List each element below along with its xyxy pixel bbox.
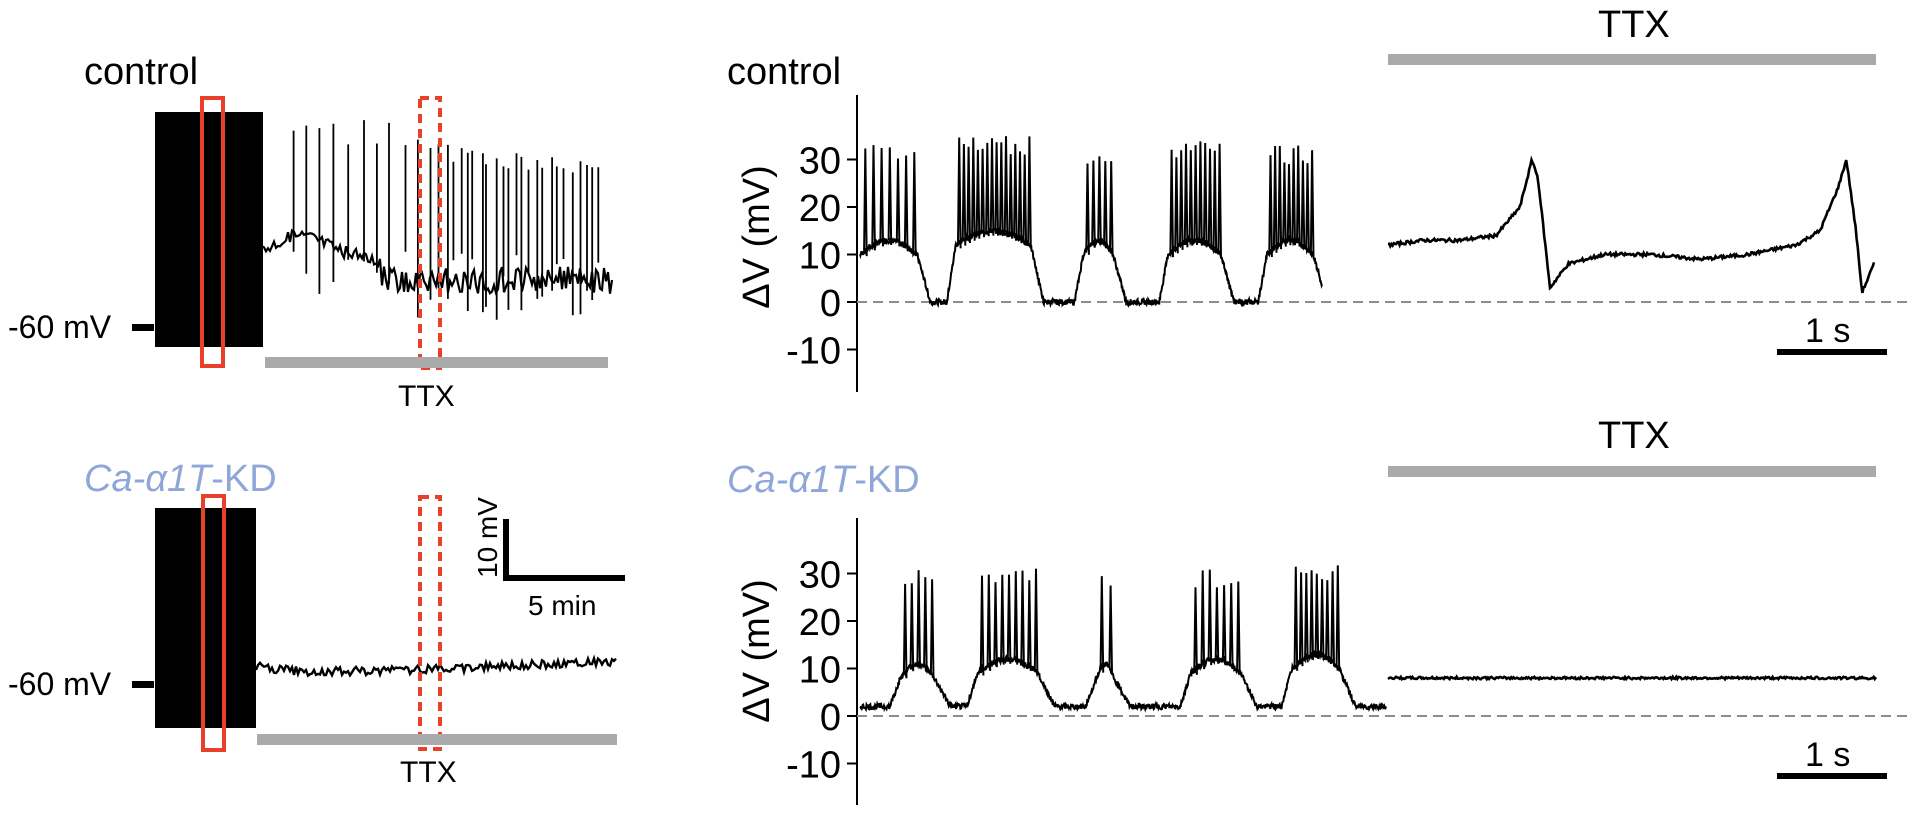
y-tick-label: 0 [820,697,841,739]
top-right-time-scale-bar [1777,349,1887,355]
bottom-right-ttx-bar [1388,466,1876,477]
bottom-right-ttx-label: TTX [1598,415,1670,457]
y-tick-label: 20 [799,188,841,230]
top-left-condition-label: control [84,51,198,93]
top-left-spikes [292,120,600,320]
y-tick-label: 0 [820,283,841,325]
bottom-left-label-italic: Ca-α1T [84,458,214,500]
bottom-left-ttx-label: TTX [400,756,457,789]
bottom-left-ttx-bar [257,734,617,745]
bottom-middle-label-suffix: -KD [854,459,919,501]
bottom-left-scale-vertical-label: 10 mV [472,497,503,578]
y-tick-label: 20 [799,602,841,644]
top-left-pre-ttx-block [155,112,263,347]
top-middle-trace [859,136,1323,309]
bottom-right-time-scale-label: 1 s [1805,736,1850,774]
y-tick-label: 10 [799,650,841,692]
top-left-rmp-tick [132,324,154,331]
bottom-left-scale-horizontal-label: 5 min [528,590,596,621]
y-tick-label: -10 [786,331,841,373]
top-right-ttx-label: TTX [1598,4,1670,46]
bottom-right-trace [1387,674,1878,682]
y-tick-label: 30 [799,555,841,597]
bottom-left-pre-ttx-block [155,508,256,728]
y-tick-label: -10 [786,745,841,787]
bottom-middle-condition-label: Ca-α1T-KD [727,459,920,501]
top-right-trace [1387,155,1876,294]
bottom-left-trace [254,654,617,679]
bottom-middle-trace [859,565,1387,713]
top-right-ttx-bar [1388,54,1876,65]
bottom-left-ttx-highlight [418,495,442,751]
y-tick-label: 10 [799,236,841,278]
bottom-right-time-scale-bar [1777,773,1887,779]
bottom-left-scale-bar [503,519,625,581]
top-middle-condition-label: control [727,51,841,93]
top-left-control-highlight [200,96,225,368]
y-tick-label: 30 [799,141,841,183]
top-left-rmp-label: -60 mV [8,309,112,345]
top-left-spike-group [292,120,600,320]
top-left-ttx-label: TTX [398,380,455,413]
bottom-left-control-highlight [201,494,226,752]
bottom-left-label-suffix: -KD [211,458,276,500]
y-axis-label: ΔV (mV) [736,165,778,309]
bottom-left-rmp-label: -60 mV [8,666,112,702]
top-left-trace [261,228,614,296]
bottom-middle-label-italic: Ca-α1T [727,459,857,501]
top-right-time-scale-label: 1 s [1805,312,1850,350]
y-axis-label: ΔV (mV) [736,579,778,723]
top-left-ttx-bar [265,357,608,368]
bottom-left-condition-label: Ca-α1T-KD [84,458,277,500]
bottom-left-rmp-tick [132,681,154,688]
